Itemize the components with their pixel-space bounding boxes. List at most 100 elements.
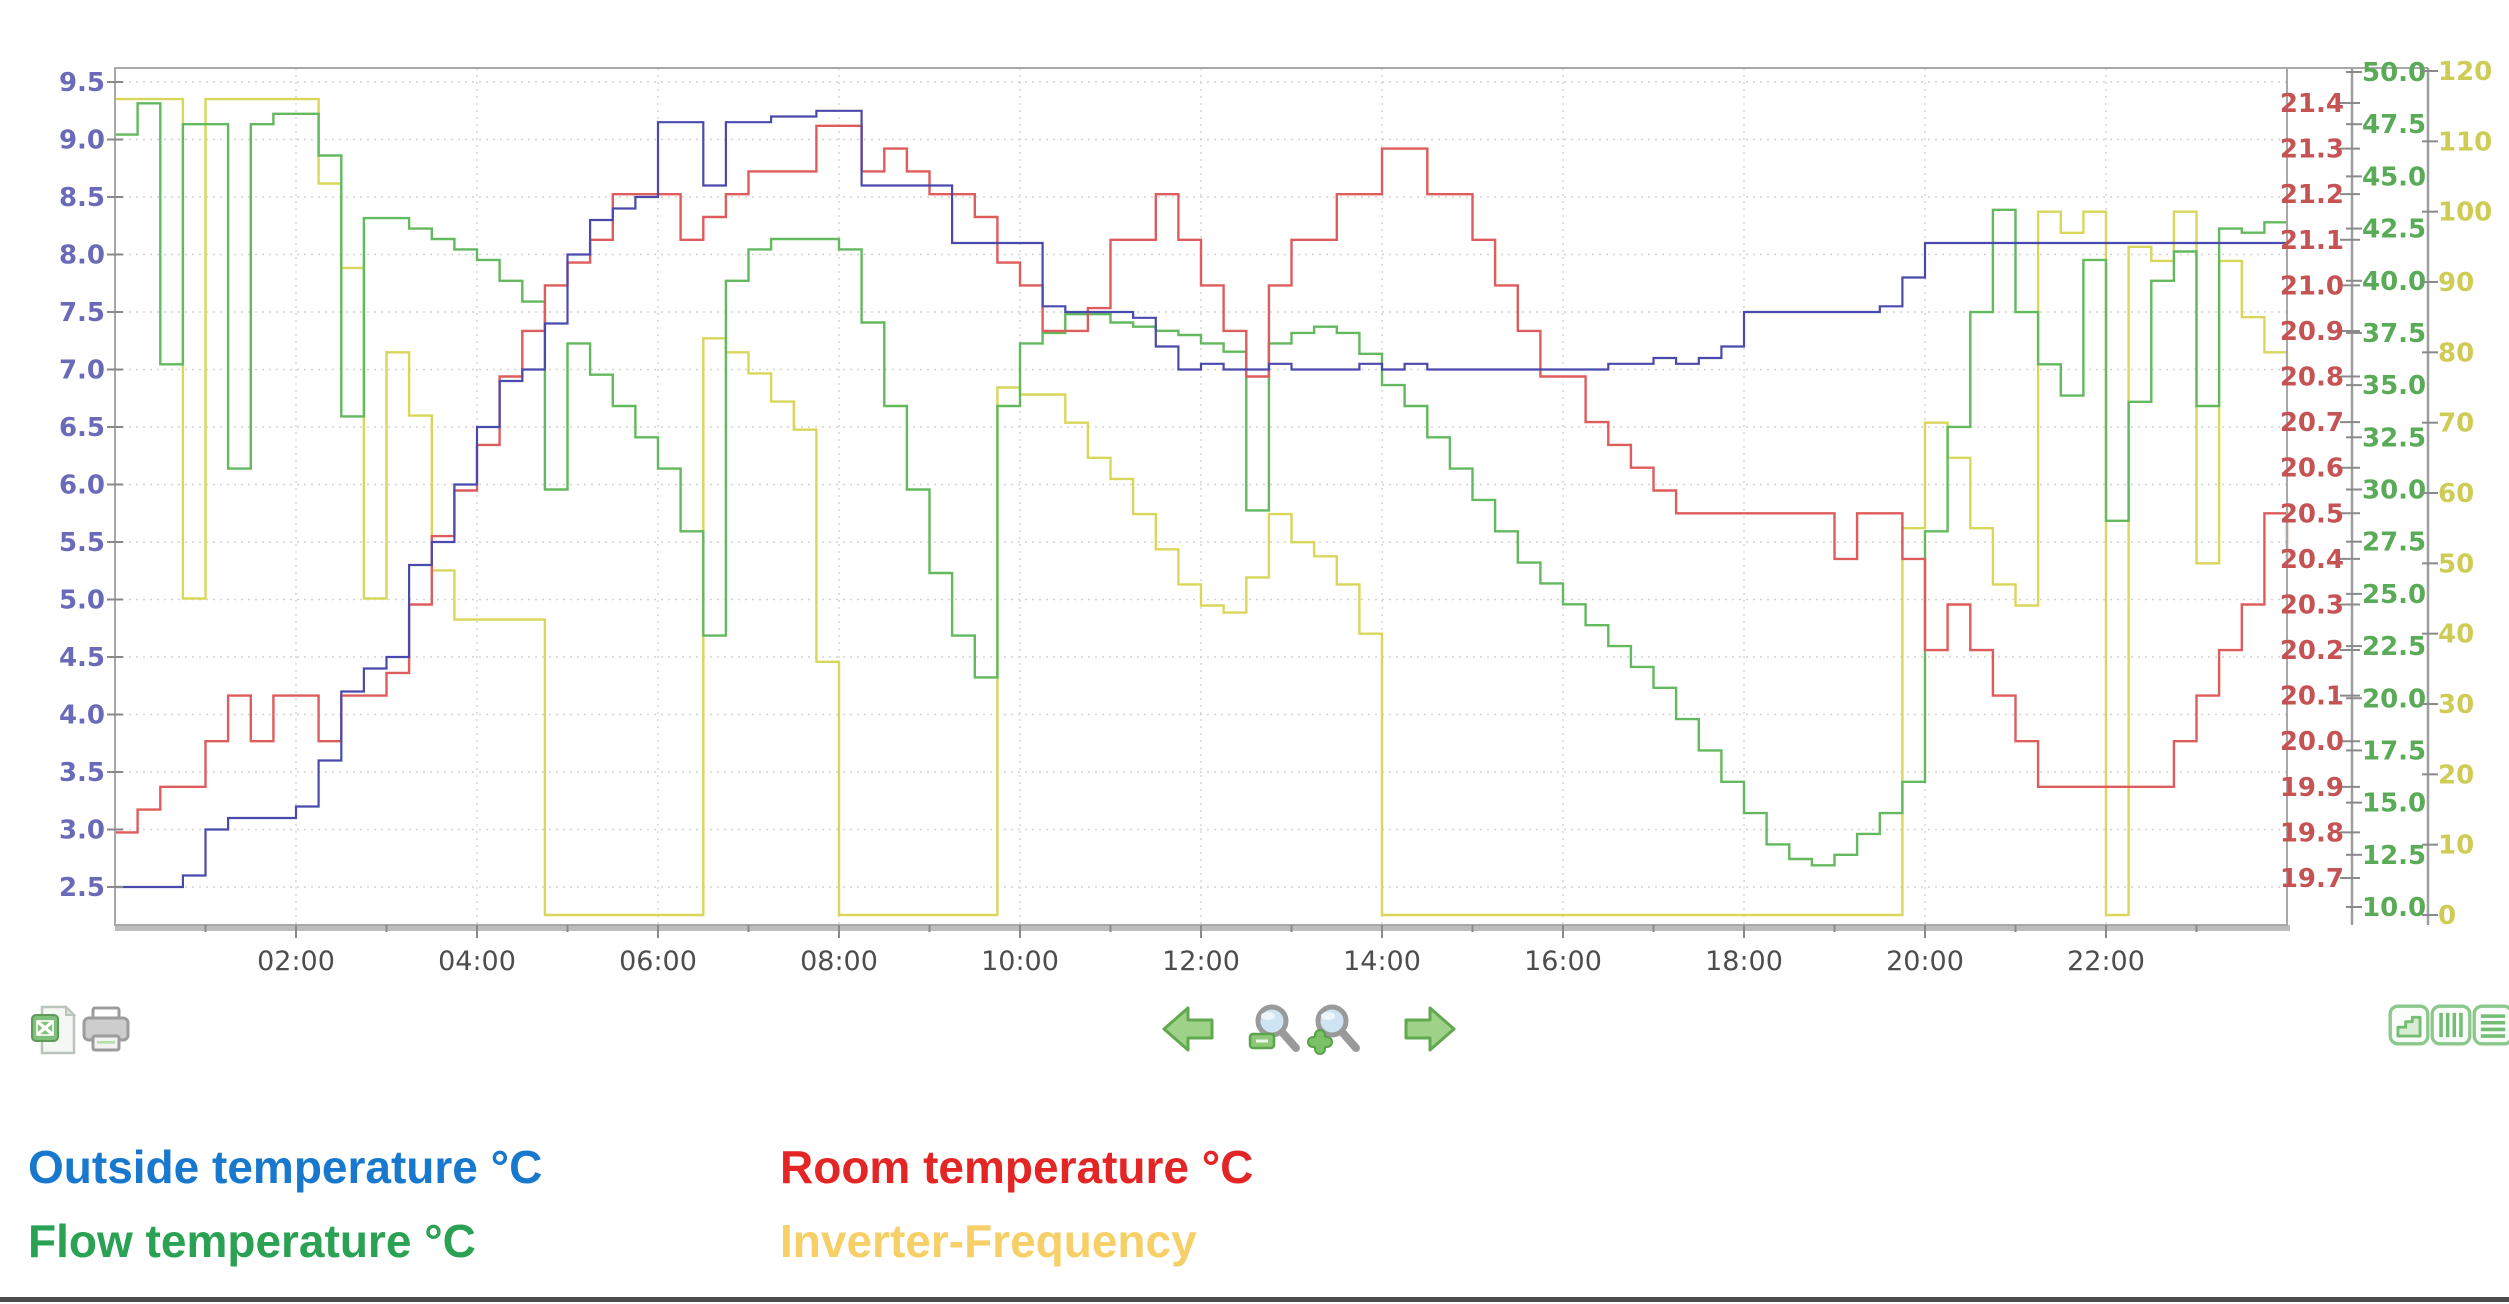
svg-text:9.5: 9.5 [59,68,105,98]
svg-text:37.5: 37.5 [2362,319,2426,349]
zoom-in-button[interactable] [1306,1002,1362,1056]
window-divider [0,1297,2509,1302]
svg-text:20.7: 20.7 [2280,408,2344,438]
svg-text:60: 60 [2438,479,2474,509]
svg-text:47.5: 47.5 [2362,110,2426,140]
svg-text:30.0: 30.0 [2362,476,2426,506]
chart-canvas: 9.5 9.0 8.5 8.0 7.5 7.0 6.5 6.0 5.5 5.0 4.5 4.0 3.5 3… [59,57,2492,977]
svg-text:19.9: 19.9 [2280,773,2344,803]
svg-text:19.7: 19.7 [2280,864,2344,894]
svg-text:20: 20 [2438,760,2474,790]
svg-text:20.2: 20.2 [2280,636,2344,666]
magnifier-plus-icon [1307,1004,1360,1055]
svg-text:25.0: 25.0 [2362,580,2426,610]
svg-text:8.5: 8.5 [59,183,105,213]
series-room [115,124,2289,834]
pan-left-button[interactable] [1160,1004,1218,1054]
arrow-left-icon [1162,1006,1214,1052]
svg-text:4.0: 4.0 [59,701,105,731]
print-button[interactable] [80,1006,132,1054]
svg-text:20.6: 20.6 [2280,454,2344,484]
legend: Outside temperature °C Room temperature °… [28,1142,1253,1266]
legend-item-room-temperature-c: Room temperature °C [780,1141,1254,1193]
svg-text:9.0: 9.0 [59,126,105,156]
svg-text:5.5: 5.5 [59,528,105,558]
legend-item-flow-temperature-c: Flow temperature °C [28,1215,476,1267]
step-chart-icon [2388,1004,2430,1046]
svg-text:22.5: 22.5 [2362,632,2426,662]
pan-right-button[interactable] [1400,1004,1458,1054]
svg-text:120: 120 [2438,57,2492,87]
x-tick-label: 14:00 [1343,946,1421,977]
series-outside [115,109,2287,889]
x-tick-label: 10:00 [981,946,1059,977]
svg-text:12.5: 12.5 [2362,841,2426,871]
svg-text:10: 10 [2438,831,2474,861]
vertical-bars-icon [2430,1004,2472,1046]
svg-text:0: 0 [2438,901,2456,931]
svg-text:20.3: 20.3 [2280,590,2344,620]
svg-text:8.0: 8.0 [59,241,105,271]
svg-text:6.5: 6.5 [59,413,105,443]
svg-text:20.9: 20.9 [2280,317,2344,347]
svg-text:30: 30 [2438,690,2474,720]
x-tick-label: 08:00 [800,946,878,977]
printer-icon [82,1006,130,1052]
export-excel-button[interactable] [28,1003,78,1057]
x-tick-label: 06:00 [619,946,697,977]
vertical-grid-button[interactable] [2430,1004,2472,1046]
x-tick-label: 18:00 [1705,946,1783,977]
svg-text:6.0: 6.0 [59,471,105,501]
svg-text:21.4: 21.4 [2280,89,2344,119]
legend-item-inverter-frequency: Inverter-Frequency [780,1215,1197,1267]
svg-text:42.5: 42.5 [2362,215,2426,245]
svg-text:10.0: 10.0 [2362,893,2426,923]
svg-text:20.8: 20.8 [2280,363,2344,393]
svg-text:5.0: 5.0 [59,586,105,616]
svg-text:15.0: 15.0 [2362,789,2426,819]
svg-text:20.1: 20.1 [2280,682,2344,712]
svg-text:20.5: 20.5 [2280,499,2344,529]
x-tick-label: 16:00 [1524,946,1602,977]
svg-text:40.0: 40.0 [2362,267,2426,297]
svg-text:2.5: 2.5 [59,873,105,903]
svg-text:3.5: 3.5 [59,758,105,788]
svg-text:32.5: 32.5 [2362,423,2426,453]
svg-text:100: 100 [2438,198,2492,228]
svg-text:35.0: 35.0 [2362,371,2426,401]
svg-text:19.8: 19.8 [2280,818,2344,848]
svg-text:20.0: 20.0 [2362,684,2426,714]
zoom-out-button[interactable] [1248,1002,1304,1056]
x-tick-label: 12:00 [1162,946,1240,977]
legend-item-outside-temperature-c: Outside temperature °C [28,1141,543,1193]
svg-text:80: 80 [2438,338,2474,368]
arrow-right-icon [1404,1006,1456,1052]
chart-view-button[interactable] [2388,1004,2430,1046]
svg-text:20.4: 20.4 [2280,545,2344,575]
svg-text:45.0: 45.0 [2362,162,2426,192]
svg-text:3.0: 3.0 [59,816,105,846]
svg-text:7.0: 7.0 [59,356,105,386]
x-tick-label: 22:00 [2067,946,2145,977]
excel-file-icon [31,1004,77,1055]
svg-text:50.0: 50.0 [2362,58,2426,88]
svg-text:21.0: 21.0 [2280,271,2344,301]
series-inverter [115,97,2289,917]
svg-text:21.1: 21.1 [2280,226,2344,256]
table-view-button[interactable] [2472,1004,2509,1046]
x-tick-label: 04:00 [438,946,516,977]
svg-text:27.5: 27.5 [2362,528,2426,558]
svg-text:7.5: 7.5 [59,298,105,328]
magnifier-minus-icon [1248,1004,1300,1052]
svg-text:17.5: 17.5 [2362,736,2426,766]
series-flow [115,102,2287,867]
x-tick-label: 20:00 [1886,946,1964,977]
svg-text:21.3: 21.3 [2280,135,2344,165]
x-tick-label: 02:00 [257,946,335,977]
svg-text:50: 50 [2438,549,2474,579]
svg-text:90: 90 [2438,268,2474,298]
svg-text:4.5: 4.5 [59,643,105,673]
svg-text:110: 110 [2438,127,2492,157]
svg-text:40: 40 [2438,620,2474,650]
svg-text:21.2: 21.2 [2280,180,2344,210]
